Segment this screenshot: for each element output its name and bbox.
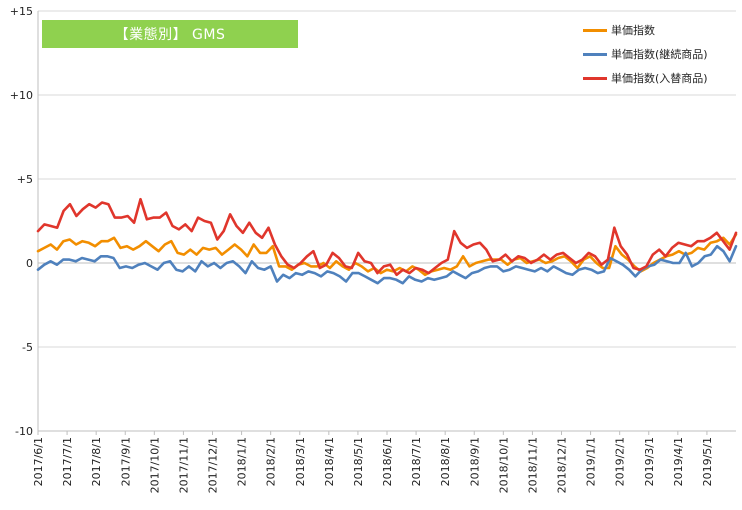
y-tick-label: +15 [10, 5, 33, 18]
x-tick-label: 2017/7/1 [61, 437, 74, 486]
x-tick-label: 2018/1/1 [236, 437, 249, 486]
series-line [36, 197, 738, 277]
y-tick-label: +5 [17, 173, 33, 186]
x-tick-label: 2017/10/1 [148, 437, 161, 493]
legend-swatch [583, 76, 607, 80]
x-tick-label: 2018/11/1 [526, 437, 539, 493]
x-tick-label: 2018/3/1 [294, 437, 307, 486]
x-tick-label: 2019/4/1 [672, 437, 685, 486]
legend-swatch [583, 28, 607, 32]
series-line [36, 244, 738, 285]
x-tick-labels: 2017/6/1 2017/7/1 2017/8/1 2017/9/1 2017/10/… [32, 437, 714, 493]
series-lines [36, 197, 738, 285]
x-tick-label: 2019/1/1 [585, 437, 598, 486]
y-tick-label: 0 [26, 257, 33, 270]
legend-label: 単価指数 [611, 24, 655, 37]
x-tick-label: 2017/9/1 [119, 437, 132, 486]
legend-swatch [583, 52, 607, 56]
x-tick-label: 2018/7/1 [410, 437, 423, 486]
x-tick-label: 2019/2/1 [614, 437, 627, 486]
legend-label: 単価指数(入替商品) [611, 72, 708, 85]
chart-title: 【業態別】 GMS [42, 20, 298, 48]
x-tick-label: 2017/12/1 [207, 437, 220, 493]
y-tick-labels: +15 +10 +5 0 -5 -10 [10, 5, 33, 438]
x-tick-label: 2018/10/1 [497, 437, 510, 493]
series-line [36, 233, 738, 277]
legend: 単価指数 単価指数(継続商品) 単価指数(入替商品) [583, 18, 708, 90]
legend-label: 単価指数(継続商品) [611, 48, 708, 61]
y-tick-label: -5 [22, 341, 33, 354]
x-tick-label: 2018/12/1 [556, 437, 569, 493]
x-tick-label: 2017/6/1 [32, 437, 45, 486]
x-tick-label: 2018/6/1 [381, 437, 394, 486]
y-tick-label: -10 [15, 425, 33, 438]
y-tick-label: +10 [10, 89, 33, 102]
x-tick-label: 2019/3/1 [643, 437, 656, 486]
x-tick-label: 2017/8/1 [90, 437, 103, 486]
x-tick-label: 2018/4/1 [323, 437, 336, 486]
legend-item: 単価指数 [583, 18, 708, 42]
x-tick-label: 2019/5/1 [701, 437, 714, 486]
x-tick-label: 2018/9/1 [468, 437, 481, 486]
legend-item: 単価指数(継続商品) [583, 42, 708, 66]
x-tick-label: 2018/5/1 [352, 437, 365, 486]
x-tick-label: 2018/8/1 [439, 437, 452, 486]
x-tick-label: 2017/11/1 [177, 437, 190, 493]
legend-item: 単価指数(入替商品) [583, 66, 708, 90]
x-tick-label: 2018/2/1 [265, 437, 278, 486]
